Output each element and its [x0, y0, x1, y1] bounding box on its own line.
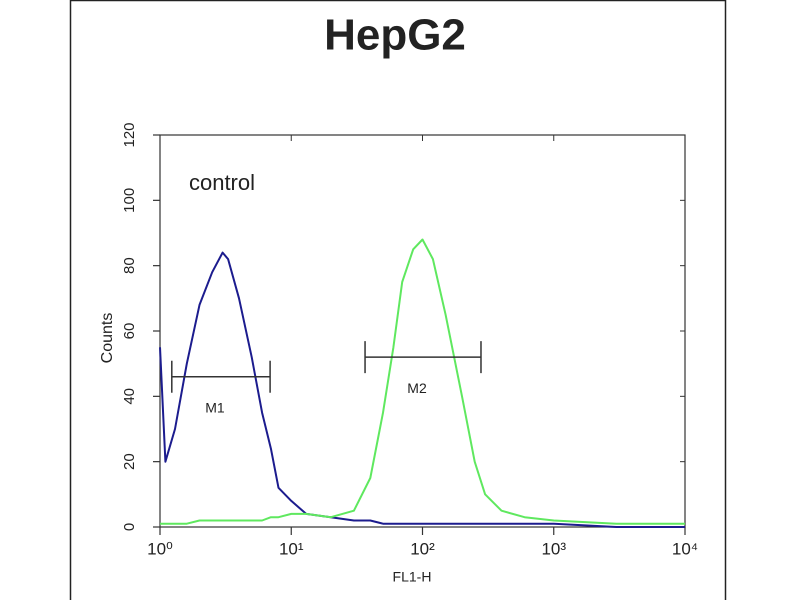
- x-axis-label: FL1-H: [393, 569, 432, 585]
- marker-label: M1: [205, 399, 225, 415]
- frame: [69, 0, 727, 600]
- y-tick-label: 120: [121, 122, 138, 147]
- y-tick-label: 20: [121, 453, 138, 470]
- series-line: [160, 238, 685, 525]
- y-tick-label: 60: [121, 323, 138, 340]
- annotation: control: [189, 170, 255, 195]
- x-tick-label: 10⁴: [672, 539, 698, 558]
- x-tick-label: 10³: [541, 539, 566, 558]
- series-line: [159, 251, 685, 528]
- y-tick-label: 0: [121, 523, 138, 531]
- y-tick-label: 80: [121, 257, 138, 274]
- chart-title: HepG2: [324, 11, 466, 60]
- y-tick-label: 40: [121, 388, 138, 405]
- x-tick-label: 10¹: [279, 539, 304, 558]
- y-axis-label: Counts: [99, 313, 116, 364]
- x-tick-label: 10²: [410, 539, 435, 558]
- x-tick-label: 10⁰: [147, 539, 173, 558]
- marker-label: M2: [407, 380, 427, 396]
- y-tick-label: 100: [121, 188, 138, 213]
